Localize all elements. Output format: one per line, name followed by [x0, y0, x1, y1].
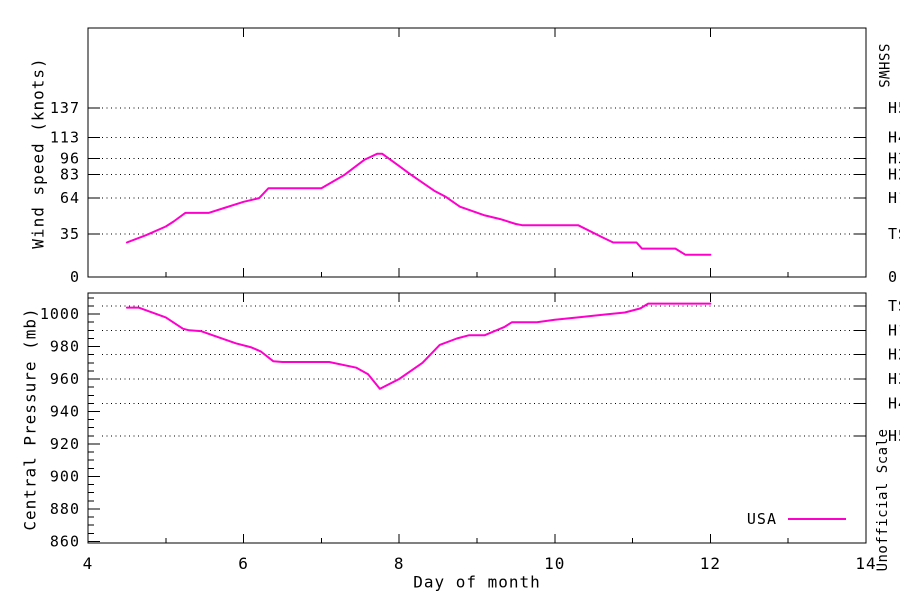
y2-label-H2: H2 — [888, 346, 900, 364]
y2-label-H4: H4 — [888, 129, 900, 147]
y-tick-label-113: 113 — [50, 129, 80, 147]
x-tick-label-10: 10 — [544, 554, 565, 573]
panel-frame-pressure — [87, 292, 867, 544]
y-tick-label-0: 0 — [70, 268, 80, 286]
y2-label-0: 0 — [888, 268, 898, 286]
y-tick-label-900: 900 — [50, 467, 80, 485]
y-tick-label-880: 880 — [50, 500, 80, 518]
series-USA-pressure — [125, 302, 712, 390]
x-tick-label-12: 12 — [700, 554, 721, 573]
y2-label-H5: H5 — [888, 427, 900, 445]
legend-line-swatch — [788, 518, 846, 520]
y-tick-label-35: 35 — [60, 225, 80, 243]
sshws-scale-title: SSHWS — [875, 43, 891, 89]
unofficial-scale-title: Unofficial Scale — [875, 428, 891, 572]
y2-label-TS: TS — [888, 225, 900, 243]
y2-label-H4: H4 — [888, 394, 900, 412]
y2-label-H2: H2 — [888, 166, 900, 184]
y-tick-label-1000: 1000 — [40, 305, 80, 323]
y-tick-label-64: 64 — [60, 189, 80, 207]
y-tick-label-920: 920 — [50, 435, 80, 453]
legend-series-label: USA — [746, 510, 777, 528]
x-tick-label-4: 4 — [83, 554, 94, 573]
y2-label-H3: H3 — [888, 370, 900, 388]
y-tick-label-980: 980 — [50, 338, 80, 356]
wind-axis-title: Wind speed (knots) — [28, 57, 48, 249]
y2-label-H3: H3 — [888, 150, 900, 168]
pressure-axis-title: Central Pressure (mb) — [20, 307, 40, 531]
y2-label-H1: H1 — [888, 321, 900, 339]
x-axis-title: Day of month — [413, 572, 541, 592]
y-tick-label-96: 96 — [60, 150, 80, 168]
y-tick-label-960: 960 — [50, 370, 80, 388]
y-tick-label-83: 83 — [60, 166, 80, 184]
y-tick-label-940: 940 — [50, 403, 80, 421]
y2-label-H1: H1 — [888, 189, 900, 207]
x-tick-label-8: 8 — [394, 554, 405, 573]
panel-frame-wind — [87, 27, 867, 278]
y-tick-label-860: 860 — [50, 532, 80, 550]
y2-label-TS: TS — [888, 297, 900, 315]
y2-label-H5: H5 — [888, 99, 900, 117]
x-tick-label-6: 6 — [238, 554, 249, 573]
x-tick-label-14: 14 — [855, 554, 876, 573]
y-tick-label-137: 137 — [50, 99, 80, 117]
series-USA-wind — [125, 152, 712, 256]
